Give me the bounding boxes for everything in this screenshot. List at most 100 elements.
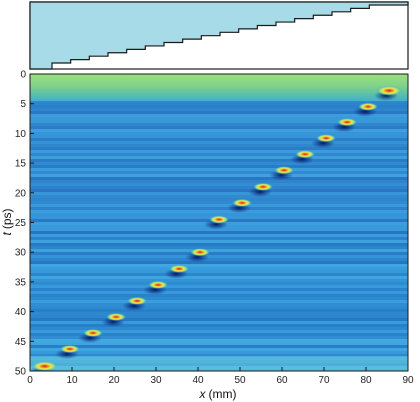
noise-stripe xyxy=(30,207,408,210)
noise-stripe xyxy=(30,351,408,354)
y-tick-label: 35 xyxy=(15,277,27,288)
x-axis-label-unit: (mm) xyxy=(209,387,237,401)
noise-stripe xyxy=(30,204,408,207)
y-tick-label: 0 xyxy=(20,70,26,81)
pulse-point xyxy=(253,182,274,191)
noise-stripe xyxy=(30,174,408,177)
noise-stripe xyxy=(30,333,408,336)
noise-stripe xyxy=(30,159,408,162)
noise-stripe xyxy=(30,330,408,333)
noise-stripe xyxy=(30,246,408,249)
noise-stripe xyxy=(30,210,408,213)
x-tick-label: 40 xyxy=(192,375,204,386)
noise-stripe xyxy=(30,243,408,246)
noise-stripe xyxy=(30,288,408,291)
noise-stripe xyxy=(30,258,408,261)
noise-stripe xyxy=(30,126,408,129)
bottom-light-band xyxy=(30,356,408,371)
top-bright-band xyxy=(30,74,408,101)
noise-stripe xyxy=(30,234,408,237)
y-tick-label: 25 xyxy=(15,218,27,229)
y-axis-label: t (ps) xyxy=(0,208,14,235)
pulse-point xyxy=(190,248,211,257)
x-tick-label: 0 xyxy=(27,375,33,386)
pulse-point xyxy=(358,102,379,111)
noise-stripe xyxy=(30,318,408,321)
noise-stripe xyxy=(30,261,408,264)
noise-stripe xyxy=(30,240,408,243)
noise-stripe xyxy=(30,339,408,342)
noise-stripe xyxy=(30,102,408,105)
noise-stripe xyxy=(30,117,408,120)
y-axis-label-var: t xyxy=(0,232,14,236)
pulse-point xyxy=(274,166,295,175)
noise-stripe xyxy=(30,276,408,279)
noise-stripe xyxy=(30,264,408,267)
noise-stripe xyxy=(30,114,408,117)
profile-step-area xyxy=(29,1,409,70)
noise-stripe xyxy=(30,144,408,147)
noise-stripe xyxy=(30,342,408,345)
x-tick-label: 70 xyxy=(318,375,330,386)
noise-stripe xyxy=(30,336,408,339)
noise-stripe xyxy=(30,249,408,252)
x-tick-label: 30 xyxy=(150,375,162,386)
noise-stripe xyxy=(30,267,408,270)
noise-stripe xyxy=(30,285,408,288)
noise-stripe xyxy=(30,228,408,231)
noise-stripe xyxy=(30,156,408,159)
noise-stripe xyxy=(30,189,408,192)
x-tick-label: 50 xyxy=(234,375,246,386)
noise-stripe xyxy=(30,138,408,141)
noise-stripe xyxy=(30,309,408,312)
noise-stripe xyxy=(30,150,408,153)
pulse-point xyxy=(83,328,103,337)
noise-stripe xyxy=(30,192,408,195)
noise-stripe xyxy=(30,186,408,189)
y-tick-label: 40 xyxy=(15,307,27,318)
noise-stripe xyxy=(30,345,408,348)
pulse-point xyxy=(148,280,169,289)
pulse-point xyxy=(106,312,127,321)
noise-stripe xyxy=(30,255,408,258)
noise-stripe xyxy=(30,324,408,327)
pulse-series xyxy=(30,85,403,371)
noise-stripe xyxy=(30,270,408,273)
noise-stripe xyxy=(30,237,408,240)
noise-stripe xyxy=(30,252,408,255)
pulse-point xyxy=(376,85,403,96)
noise-stripe xyxy=(30,279,408,282)
noise-stripe xyxy=(30,183,408,186)
y-tick-label: 45 xyxy=(15,337,27,348)
noise-stripe xyxy=(30,108,408,111)
noise-stripe xyxy=(30,198,408,201)
noise-stripe xyxy=(30,282,408,285)
noise-stripe xyxy=(30,321,408,324)
x-axis-label: x (mm) xyxy=(199,387,237,401)
y-axis-ticks: 0 5 10 15 20 25 30 35 40 45 50 xyxy=(15,70,34,378)
x-tick-label: 20 xyxy=(108,375,120,386)
y-axis-label-unit: (ps) xyxy=(0,208,14,229)
y-tick-label: 15 xyxy=(15,159,27,170)
noise-stripe xyxy=(30,312,408,315)
pulse-point xyxy=(295,150,316,159)
noise-stripe xyxy=(30,153,408,156)
x-tick-label: 10 xyxy=(66,375,78,386)
step-profile-panel xyxy=(29,1,409,70)
noise-stripe xyxy=(30,147,408,150)
noise-stripe xyxy=(30,120,408,123)
noise-stripe xyxy=(30,177,408,180)
noise-stripe xyxy=(30,294,408,297)
pulse-point xyxy=(232,198,253,207)
pulse-point xyxy=(59,345,80,354)
noise-stripe xyxy=(30,165,408,168)
pulse-point xyxy=(316,134,337,143)
noise-stripe xyxy=(30,180,408,183)
noise-stripe xyxy=(30,315,408,318)
x-tick-label: 60 xyxy=(276,375,288,386)
noise-stripe xyxy=(30,135,408,138)
noise-stripe xyxy=(30,354,408,357)
x-tick-label: 90 xyxy=(402,375,414,386)
heatmap-panel: 0 10 20 30 40 50 60 70 80 90 0 5 10 15 20 25 30 35 40 45 50… xyxy=(0,70,414,402)
